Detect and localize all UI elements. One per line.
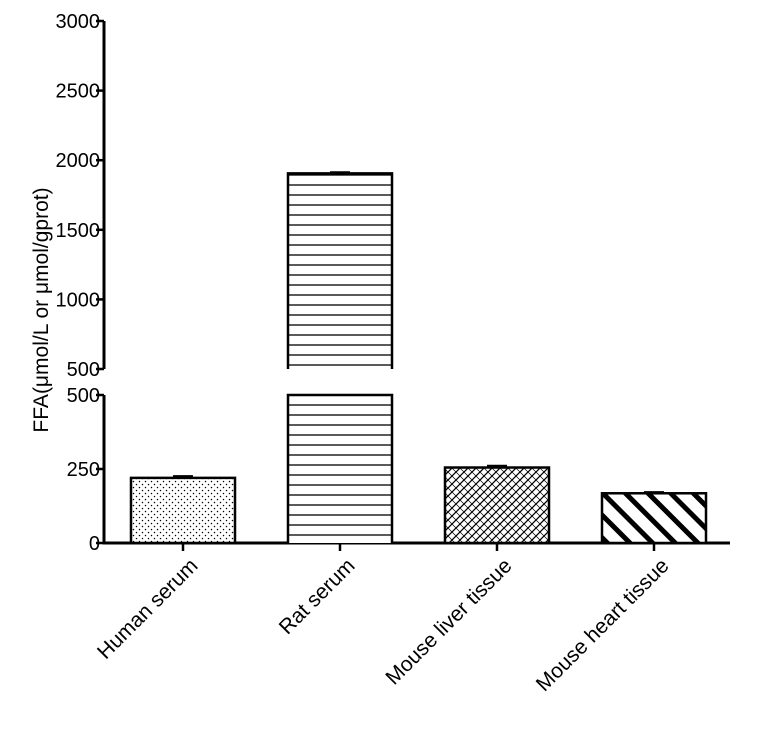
y-tick-label: 250: [67, 459, 100, 481]
y-tick-label: 500: [67, 385, 100, 407]
x-tick-label: Human serum: [93, 554, 203, 664]
y-tick-label: 0: [89, 533, 100, 555]
y-tick-label: 3000: [56, 11, 101, 33]
y-tick-label: 500: [67, 359, 100, 381]
x-tick-label: Mouse liver tissue: [381, 554, 516, 689]
y-tick-label: 1500: [56, 220, 101, 242]
bars: [129, 171, 708, 545]
bar-upper-segment: [288, 173, 392, 369]
y-tick-label: 2000: [56, 150, 101, 172]
bar: [600, 492, 708, 545]
y-tick-label: 1000: [56, 289, 101, 311]
bar: [129, 476, 237, 545]
bar-lower-outline: [286, 393, 394, 543]
y-tick-label: 2500: [56, 81, 101, 103]
y-axis-label: FFA(μmol/L or μmol/gprot): [30, 187, 53, 432]
x-tick-labels: Human serum Rat serum Mouse liver tissue Mo…: [93, 554, 674, 696]
bar-lower-segment: [288, 395, 392, 543]
x-tick-label: Mouse heart tissue: [532, 554, 674, 696]
x-tick-label: Rat serum: [275, 554, 360, 639]
bar: [443, 466, 551, 545]
